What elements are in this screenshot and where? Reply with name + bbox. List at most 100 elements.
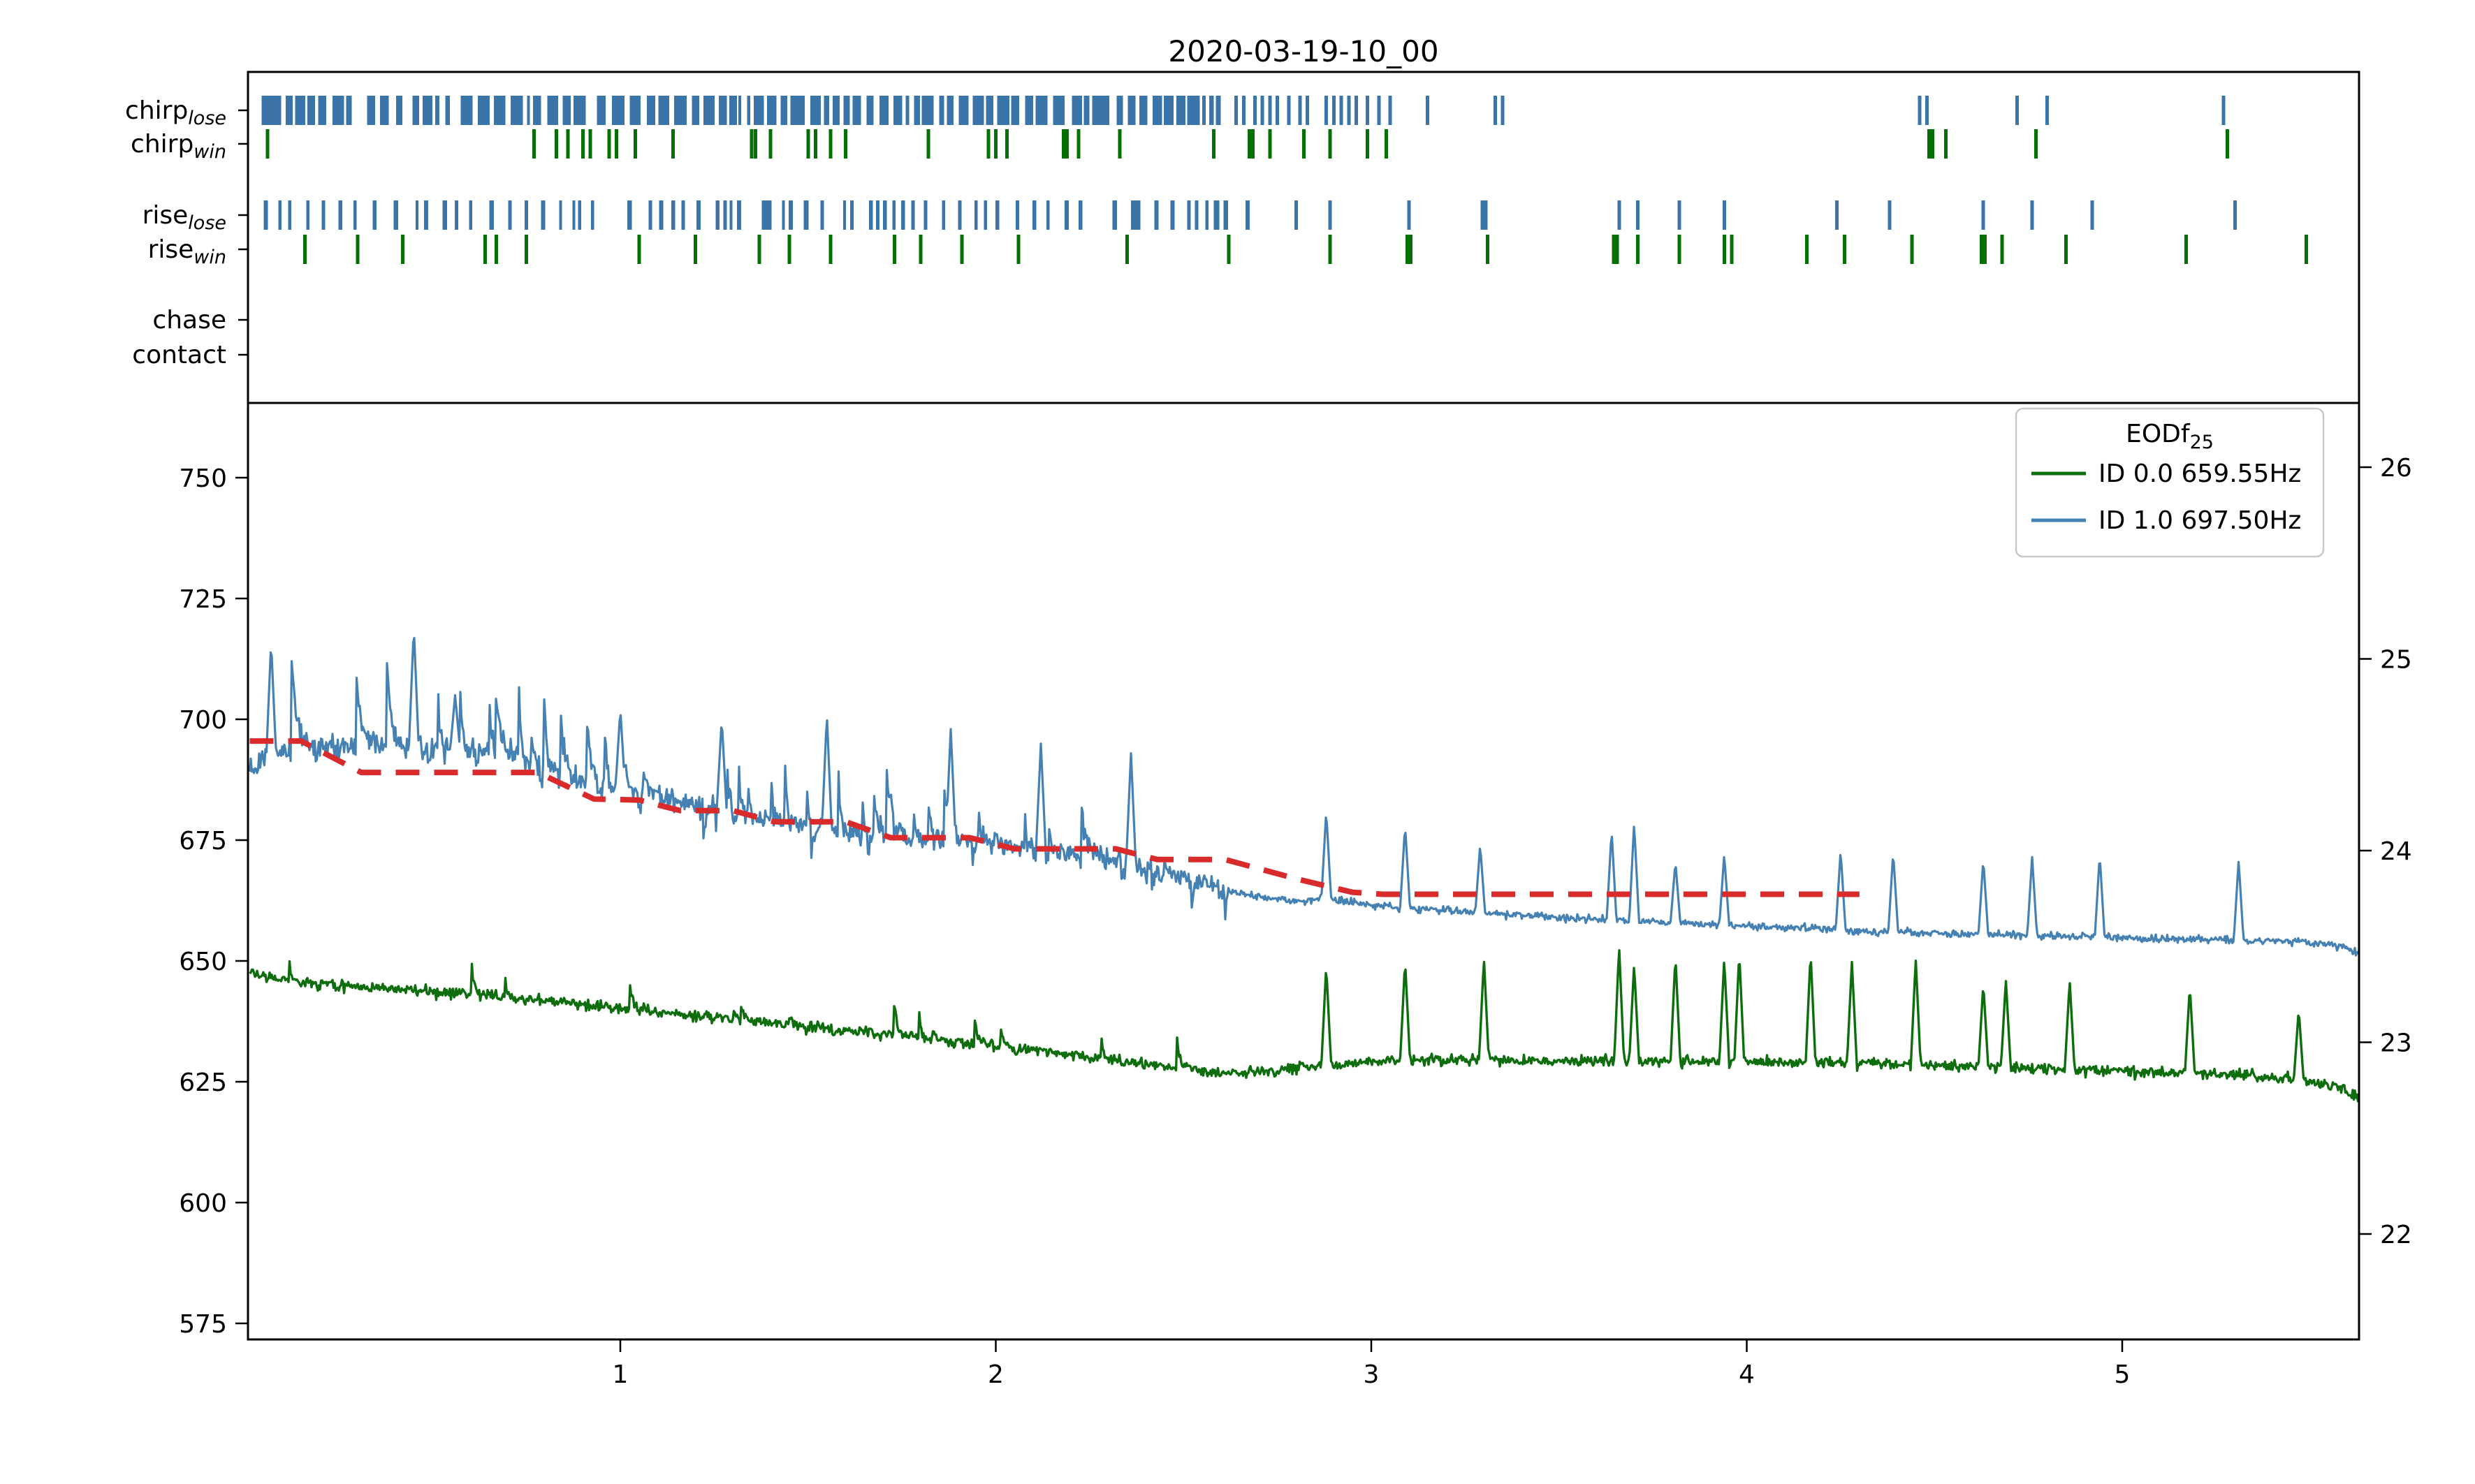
event-tick <box>511 96 523 125</box>
event-tick <box>547 96 558 125</box>
event-tick <box>1187 96 1200 125</box>
event-tick <box>508 200 512 230</box>
event-tick <box>572 200 576 230</box>
right-ytick-label: 23 <box>2380 1029 2412 1058</box>
event-tick <box>790 96 805 125</box>
event-tick <box>893 96 903 125</box>
event-tick <box>995 200 1000 230</box>
event-tick <box>648 200 652 230</box>
xtick-label: 1 <box>613 1360 629 1389</box>
left-ytick-label: 700 <box>179 706 227 735</box>
event-tick <box>1306 96 1310 125</box>
event-tick <box>926 129 930 159</box>
event-tick <box>782 200 785 230</box>
event-tick <box>1636 235 1640 264</box>
event-tick <box>393 200 398 230</box>
event-tick <box>1730 235 1734 264</box>
event-tick <box>400 235 404 264</box>
event-tick <box>833 96 840 125</box>
event-tick <box>574 96 586 125</box>
event-tick <box>527 96 530 125</box>
event-tick <box>738 96 742 125</box>
event-tick <box>278 200 282 230</box>
event-tick <box>1355 96 1358 125</box>
event-tick <box>1061 129 1065 159</box>
event-tick <box>729 96 737 125</box>
event-tick <box>820 200 824 230</box>
raster-row-chirp-win <box>265 129 2229 159</box>
event-tick <box>1176 96 1185 125</box>
event-tick <box>286 96 293 125</box>
row-label-main: chirp <box>125 96 188 125</box>
event-tick <box>1981 200 1985 230</box>
event-tick <box>868 200 873 230</box>
trace-id-1-blue <box>248 636 2359 957</box>
event-tick <box>1025 96 1033 125</box>
event-tick <box>483 235 487 264</box>
event-tick <box>1076 129 1081 159</box>
xtick-label: 2 <box>988 1360 1004 1389</box>
event-tick <box>1118 129 1122 159</box>
legend-entry-label: ID 1.0 697.50Hz <box>2098 506 2301 535</box>
event-tick <box>581 129 585 159</box>
event-tick-thick <box>1405 235 1412 264</box>
event-tick <box>1053 96 1065 125</box>
event-tick <box>824 96 829 125</box>
threshold-dashed-line <box>249 738 1860 897</box>
event-tick <box>1079 200 1083 230</box>
event-tick <box>1426 96 1430 125</box>
event-tick <box>2226 129 2229 159</box>
event-tick <box>900 200 905 230</box>
row-label-subscript: lose <box>188 108 226 129</box>
event-tick <box>1298 96 1302 125</box>
event-tick <box>737 200 741 230</box>
row-label-subscript: win <box>194 141 226 163</box>
event-tick <box>947 96 954 125</box>
event-tick <box>754 129 757 159</box>
event-tick <box>974 200 978 230</box>
raster-row-rise-win <box>303 235 2308 264</box>
event-tick <box>2233 200 2237 230</box>
event-tick <box>879 96 889 125</box>
event-tick <box>942 200 945 230</box>
event-tick <box>1276 96 1280 125</box>
event-tick <box>495 235 499 264</box>
row-label-main: rise <box>143 201 189 230</box>
event-tick <box>1234 96 1238 125</box>
event-tick <box>692 96 700 125</box>
event-tick <box>1223 200 1228 230</box>
row-label-subscript: win <box>194 247 226 268</box>
event-tick <box>1065 129 1069 159</box>
event-tick <box>780 96 788 125</box>
event-tick <box>1294 200 1298 230</box>
event-tick <box>1677 200 1681 230</box>
event-tick <box>318 96 327 125</box>
event-tick <box>469 200 473 230</box>
legend-title-subscript: 25 <box>2190 432 2214 453</box>
event-tick <box>423 200 428 230</box>
event-tick <box>1011 96 1020 125</box>
event-tick <box>1187 200 1191 230</box>
raster-marks <box>261 96 2308 264</box>
event-tick <box>525 235 529 264</box>
row-label-chase: chase <box>152 306 226 335</box>
event-tick <box>261 96 282 125</box>
legend-entry-label: ID 0.0 659.55Hz <box>2098 460 2301 488</box>
xtick-label: 5 <box>2115 1360 2131 1389</box>
event-tick <box>1209 96 1214 125</box>
event-tick <box>2304 235 2308 264</box>
event-tick <box>2221 96 2226 125</box>
event-tick <box>460 96 473 125</box>
event-tick <box>1215 96 1221 125</box>
event-tick <box>994 129 998 159</box>
event-tick <box>2000 235 2004 264</box>
event-tick <box>541 200 546 230</box>
event-tick <box>803 200 809 230</box>
event-tick <box>415 200 419 230</box>
raster-row-rise-lose <box>263 200 2237 230</box>
event-tick <box>1388 96 1392 125</box>
xtick-label: 3 <box>1364 1360 1380 1389</box>
event-tick <box>379 96 389 125</box>
event-tick <box>1347 96 1351 125</box>
